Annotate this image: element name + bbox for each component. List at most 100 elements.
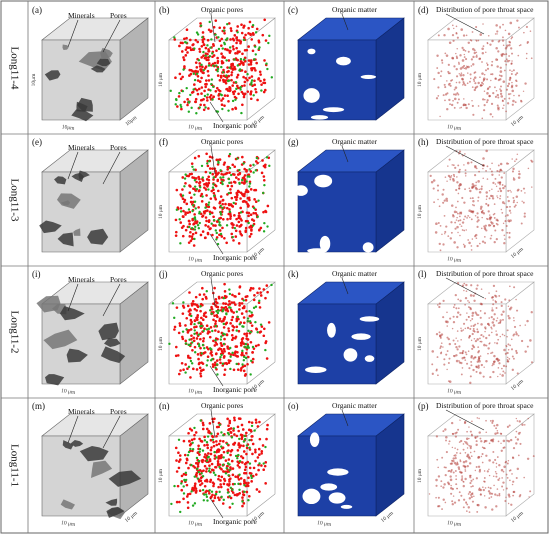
pore-throat-dot <box>485 431 488 434</box>
organic-pore-dot <box>178 322 182 325</box>
organic-pore-dot <box>192 464 195 468</box>
organic-pore-dot <box>245 332 249 335</box>
pore-throat-dot <box>502 186 505 190</box>
pore-throat-dot <box>471 238 474 240</box>
inorganic-pore-dot <box>266 67 269 71</box>
organic-pore-dot <box>205 83 208 86</box>
panel-letter: (n) <box>159 401 170 411</box>
inorganic-pore-dot <box>214 339 217 342</box>
organic-pore-dot <box>227 59 231 62</box>
organic-pore-dot <box>232 239 235 242</box>
organic-pore-dot <box>242 316 246 319</box>
inorganic-pore-dot <box>216 67 220 71</box>
organic-pore-dot <box>249 224 253 228</box>
organic-pore-dot <box>209 93 213 97</box>
inorganic-pore-dot <box>199 24 203 27</box>
inorganic-pore-dot <box>188 225 191 229</box>
inorganic-pore-dot <box>211 438 215 441</box>
pore-throat-dot <box>515 84 518 87</box>
pore-throat-dot <box>486 78 489 81</box>
pore-throat-dot <box>453 501 457 504</box>
inorganic-pore-dot <box>198 450 201 453</box>
organic-pore-dot <box>205 219 208 223</box>
pore-throat-dot <box>461 367 464 369</box>
organic-pore-dot <box>212 25 216 29</box>
organic-pore-dot <box>231 226 235 229</box>
organic-pore-dot <box>214 224 217 227</box>
organic-pore-dot <box>193 307 197 311</box>
leader-line <box>341 409 349 427</box>
inorganic-pore-dot <box>227 177 231 181</box>
axis-label: 10 μm <box>158 336 164 351</box>
organic-pore-dot <box>239 217 242 221</box>
leader-line <box>210 13 216 43</box>
pore-throat-dot <box>456 36 459 39</box>
inorganic-pore-dot <box>252 163 255 167</box>
organic-pore-dot <box>178 324 182 327</box>
organic-pore-dot <box>200 316 203 320</box>
mineral-pore-patch <box>108 470 142 487</box>
organic-pore-dot <box>251 351 254 354</box>
inorganic-pore-dot <box>254 305 258 308</box>
pore-throat-dot <box>511 158 513 160</box>
organic-pore-dot <box>254 418 258 422</box>
pore-throat-dot <box>485 454 488 457</box>
organic-pore-dot <box>179 206 183 210</box>
pore-throat-dot <box>446 481 450 484</box>
pore-throat-dot <box>491 296 495 299</box>
organic-pore-dot <box>194 231 198 235</box>
organic-pore-dot <box>232 223 235 227</box>
inorganic-pore-dot <box>195 112 198 115</box>
pore-throat-dot <box>491 188 493 190</box>
inorganic-pore-dot <box>227 191 231 195</box>
organic-pore-dot <box>174 230 178 234</box>
pore-throat-dot <box>460 327 462 330</box>
pore-throat-dot <box>466 66 469 68</box>
organic-pore-dot <box>201 38 205 42</box>
pore-throat-dot <box>476 284 479 287</box>
organic-pore-dot <box>206 164 210 168</box>
pore-throat-dot <box>476 220 479 223</box>
organic-pore-dot <box>215 305 219 309</box>
pore-throat-dot <box>501 39 505 42</box>
matter-gap <box>351 333 371 340</box>
pore-throat-dot <box>531 160 534 163</box>
organic-pore-dot <box>225 206 229 210</box>
organic-pore-dot <box>254 344 258 348</box>
organic-pore-dot <box>236 350 239 354</box>
pore-throat-dot <box>475 477 478 480</box>
mineral-pore-patch <box>44 70 61 81</box>
inorganic-pore-dot <box>175 208 179 211</box>
organic-pore-dot <box>217 485 220 489</box>
inorganic-pore-dot <box>193 329 196 332</box>
organic-pore-dot <box>239 59 243 63</box>
pore-throat-dot <box>472 78 475 81</box>
organic-pore-dot <box>194 295 198 299</box>
inorganic-pore-dot <box>257 199 260 202</box>
pore-throat-dot <box>516 153 519 156</box>
organic-pore-dot <box>254 90 258 94</box>
organic-pore-dot <box>229 27 233 30</box>
pore-throat-dot <box>443 34 446 37</box>
inorganic-pore-dot <box>238 459 242 463</box>
inorganic-pore-dot <box>214 33 217 36</box>
pore-throat-dot <box>510 73 513 76</box>
inorganic-pore-dot <box>249 330 252 334</box>
pore-throat-dot <box>448 158 451 161</box>
panel-letter: (h) <box>418 137 429 147</box>
pore-throat-dot <box>452 471 455 474</box>
pore-throat-dot <box>502 36 504 39</box>
pore-throat-dot <box>453 27 455 30</box>
organic-pore-dot <box>251 452 254 456</box>
pore-throat-dot <box>470 284 473 287</box>
organic-pore-dot <box>253 293 256 297</box>
cube-face <box>427 171 507 253</box>
pore-throat-dot <box>474 174 477 177</box>
pore-throat-dot <box>518 420 521 423</box>
pore-throat-dot <box>499 335 501 338</box>
organic-pore-dot <box>248 314 252 318</box>
organic-pore-dot <box>237 220 241 224</box>
inorganic-pore-dot <box>203 493 206 496</box>
organic-pore-dot <box>243 471 246 475</box>
organic-pore-dot <box>252 298 256 302</box>
